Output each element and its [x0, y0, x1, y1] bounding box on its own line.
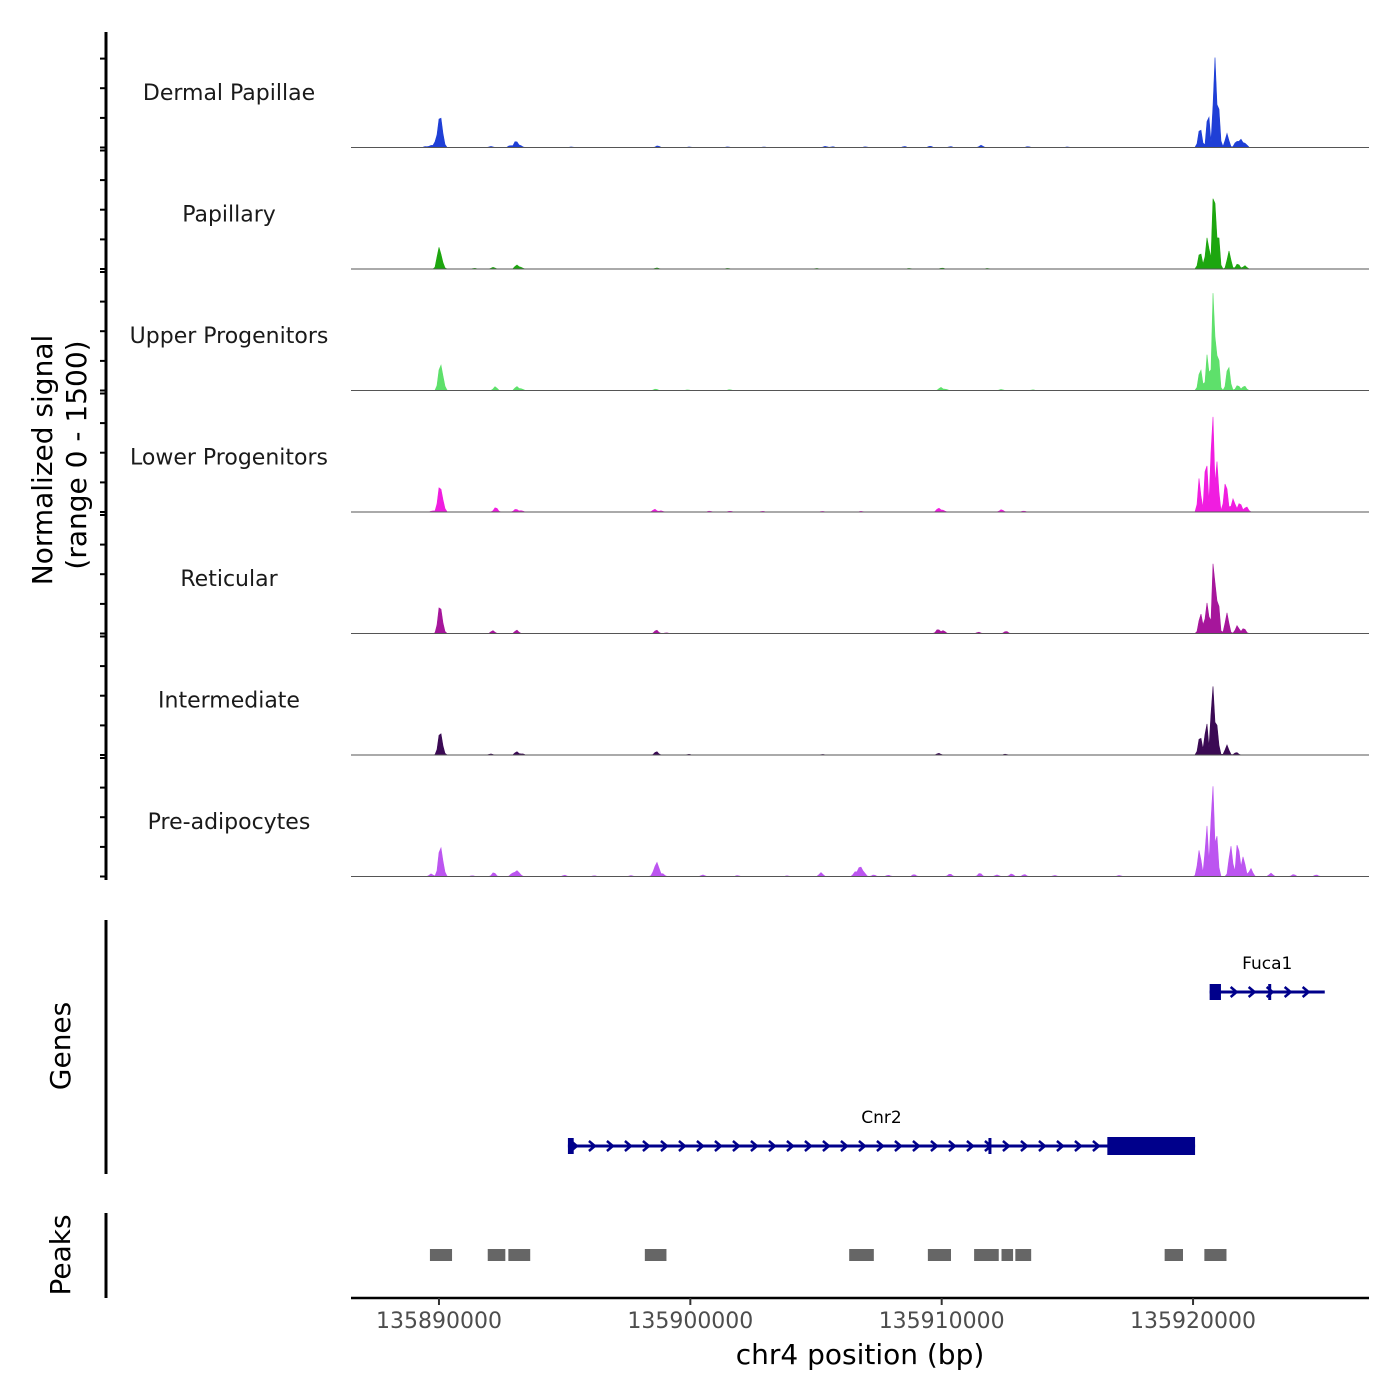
strand-arrow: [948, 1140, 957, 1152]
track-label: Reticular: [180, 567, 278, 592]
strand-arrow: [1038, 1140, 1047, 1152]
peak-region: [487, 1249, 506, 1261]
peak-region: [1015, 1249, 1032, 1261]
genes-section-label: Genes: [44, 1002, 77, 1090]
gene-label: Fuca1: [1242, 954, 1292, 974]
track-dermal-papillae: Dermal Papillae: [143, 57, 1369, 148]
strand-arrow: [1247, 986, 1257, 998]
peak-region: [508, 1249, 531, 1261]
track-label: Papillary: [182, 203, 276, 228]
signal-tracks: Dermal Papillae Papillary Upper Progenitor…: [130, 57, 1369, 877]
strand-arrow: [930, 1140, 939, 1152]
peak-region: [429, 1249, 453, 1261]
signal-area: [351, 293, 1369, 391]
exon-block: [567, 1138, 574, 1154]
y-axis-title: Normalized signal: [26, 335, 59, 586]
track-label: Upper Progenitors: [130, 324, 329, 349]
strand-arrow: [876, 1140, 885, 1152]
x-tick-label: 135890000: [376, 1309, 502, 1334]
strand-arrow: [1002, 1140, 1011, 1152]
peak-region: [974, 1249, 999, 1261]
track-upper-progenitors: Upper Progenitors: [130, 293, 1369, 391]
strand-arrow: [1020, 1140, 1029, 1152]
peaks-section-label: Peaks: [44, 1214, 77, 1295]
peak-region: [1164, 1249, 1183, 1261]
peak-region: [927, 1249, 951, 1261]
strand-arrow: [966, 1140, 975, 1152]
signal-area: [351, 57, 1369, 148]
strand-arrow: [858, 1140, 867, 1152]
strand-arrow: [678, 1140, 687, 1152]
gene-annotation-track: Fuca1 Cnr2: [567, 954, 1325, 1155]
strand-arrow: [894, 1140, 903, 1152]
gene-fuca1: Fuca1: [1209, 954, 1325, 1000]
strand-arrow: [912, 1140, 921, 1152]
exon-block: [1268, 984, 1272, 1000]
strand-arrow: [714, 1140, 723, 1152]
strand-arrow: [804, 1140, 813, 1152]
signal-area: [351, 786, 1369, 877]
track-label: Pre-adipocytes: [148, 810, 311, 835]
gene-cnr2: Cnr2: [567, 1108, 1196, 1155]
strand-arrow: [750, 1140, 759, 1152]
strand-arrow: [1056, 1140, 1065, 1152]
strand-arrow: [696, 1140, 705, 1152]
strand-arrow: [1229, 986, 1239, 998]
track-label: Lower Progenitors: [130, 446, 328, 471]
strand-arrow: [732, 1140, 741, 1152]
exon-block: [988, 1138, 992, 1154]
x-axis-title: chr4 position (bp): [736, 1338, 985, 1371]
signal-y-ticks: [100, 57, 106, 878]
x-axis-ticks: 135890000 135900000 135910000 135920000: [376, 1298, 1256, 1334]
strand-arrow: [606, 1140, 615, 1152]
exon-block: [1209, 984, 1213, 1000]
x-tick-label: 135910000: [879, 1309, 1005, 1334]
y-axis-subtitle: (range 0 - 1500): [60, 340, 93, 569]
track-reticular: Reticular: [180, 563, 1369, 634]
track-label: Intermediate: [158, 689, 300, 714]
peak-region: [1001, 1249, 1014, 1261]
signal-area: [351, 198, 1369, 270]
strand-arrow: [840, 1140, 849, 1152]
signal-area: [351, 686, 1369, 756]
peak-region: [849, 1249, 874, 1261]
strand-arrow: [660, 1140, 669, 1152]
x-tick-label: 135920000: [1130, 1309, 1256, 1334]
track-pre-adipocytes: Pre-adipocytes: [148, 786, 1369, 877]
signal-area: [351, 416, 1369, 513]
peak-region: [1204, 1249, 1227, 1261]
gene-label: Cnr2: [861, 1108, 901, 1128]
strand-arrow: [642, 1140, 651, 1152]
exon-block: [1107, 1137, 1196, 1155]
track-label: Dermal Papillae: [143, 81, 315, 106]
strand-arrow: [1301, 986, 1311, 998]
strand-arrow: [1283, 986, 1293, 998]
track-papillary: Papillary: [182, 198, 1369, 270]
exon-block: [1211, 984, 1221, 1000]
strand-arrow: [1074, 1140, 1083, 1152]
x-tick-label: 135900000: [627, 1309, 753, 1334]
track-intermediate: Intermediate: [158, 686, 1369, 756]
strand-arrow: [588, 1140, 597, 1152]
peak-region: [644, 1249, 667, 1261]
strand-arrow: [1092, 1140, 1101, 1152]
strand-arrow: [624, 1140, 633, 1152]
track-lower-progenitors: Lower Progenitors: [130, 416, 1369, 513]
peaks-track: [429, 1249, 1227, 1261]
strand-arrow: [786, 1140, 795, 1152]
strand-arrow: [822, 1140, 831, 1152]
signal-area: [351, 563, 1369, 634]
strand-arrow: [768, 1140, 777, 1152]
